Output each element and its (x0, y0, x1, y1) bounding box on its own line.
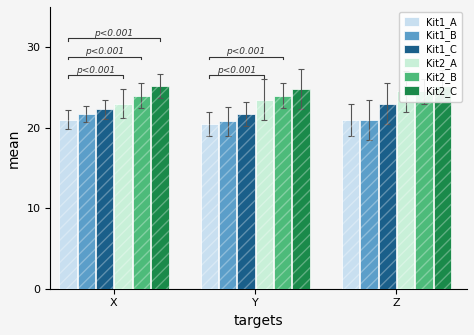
Bar (201, 124, 218, 289)
Bar (292, 89, 310, 289)
Bar (415, 91, 433, 289)
Bar (255, 99, 273, 289)
Bar (151, 86, 169, 289)
Bar (133, 95, 150, 289)
Text: p<0.001: p<0.001 (85, 47, 124, 56)
Bar (78, 114, 95, 289)
Bar (96, 109, 113, 289)
Bar (434, 86, 451, 289)
Bar (59, 120, 77, 289)
Bar (274, 95, 292, 289)
Text: p<0.001: p<0.001 (227, 47, 265, 56)
Bar (237, 114, 255, 289)
Bar (274, 95, 292, 289)
Bar (219, 121, 237, 289)
Bar (342, 120, 359, 289)
Bar (96, 109, 113, 289)
X-axis label: targets: targets (234, 314, 283, 328)
Text: p<0.001: p<0.001 (217, 66, 256, 75)
Bar (397, 91, 414, 289)
Bar (360, 120, 378, 289)
Bar (133, 95, 150, 289)
Bar (201, 124, 218, 289)
Bar (219, 121, 237, 289)
Bar (255, 99, 273, 289)
Bar (237, 114, 255, 289)
Legend: Kit1_A, Kit1_B, Kit1_C, Kit2_A, Kit2_B, Kit2_C: Kit1_A, Kit1_B, Kit1_C, Kit2_A, Kit2_B, … (399, 12, 462, 102)
Bar (114, 104, 132, 289)
Y-axis label: mean: mean (7, 128, 21, 168)
Bar (151, 86, 169, 289)
Bar (292, 89, 310, 289)
Bar (379, 104, 396, 289)
Text: p<0.001: p<0.001 (94, 28, 134, 38)
Bar (415, 91, 433, 289)
Bar (59, 120, 77, 289)
Bar (360, 120, 378, 289)
Bar (434, 86, 451, 289)
Bar (379, 104, 396, 289)
Bar (342, 120, 359, 289)
Text: p<0.001: p<0.001 (76, 66, 115, 75)
Bar (397, 91, 414, 289)
Bar (78, 114, 95, 289)
Bar (114, 104, 132, 289)
